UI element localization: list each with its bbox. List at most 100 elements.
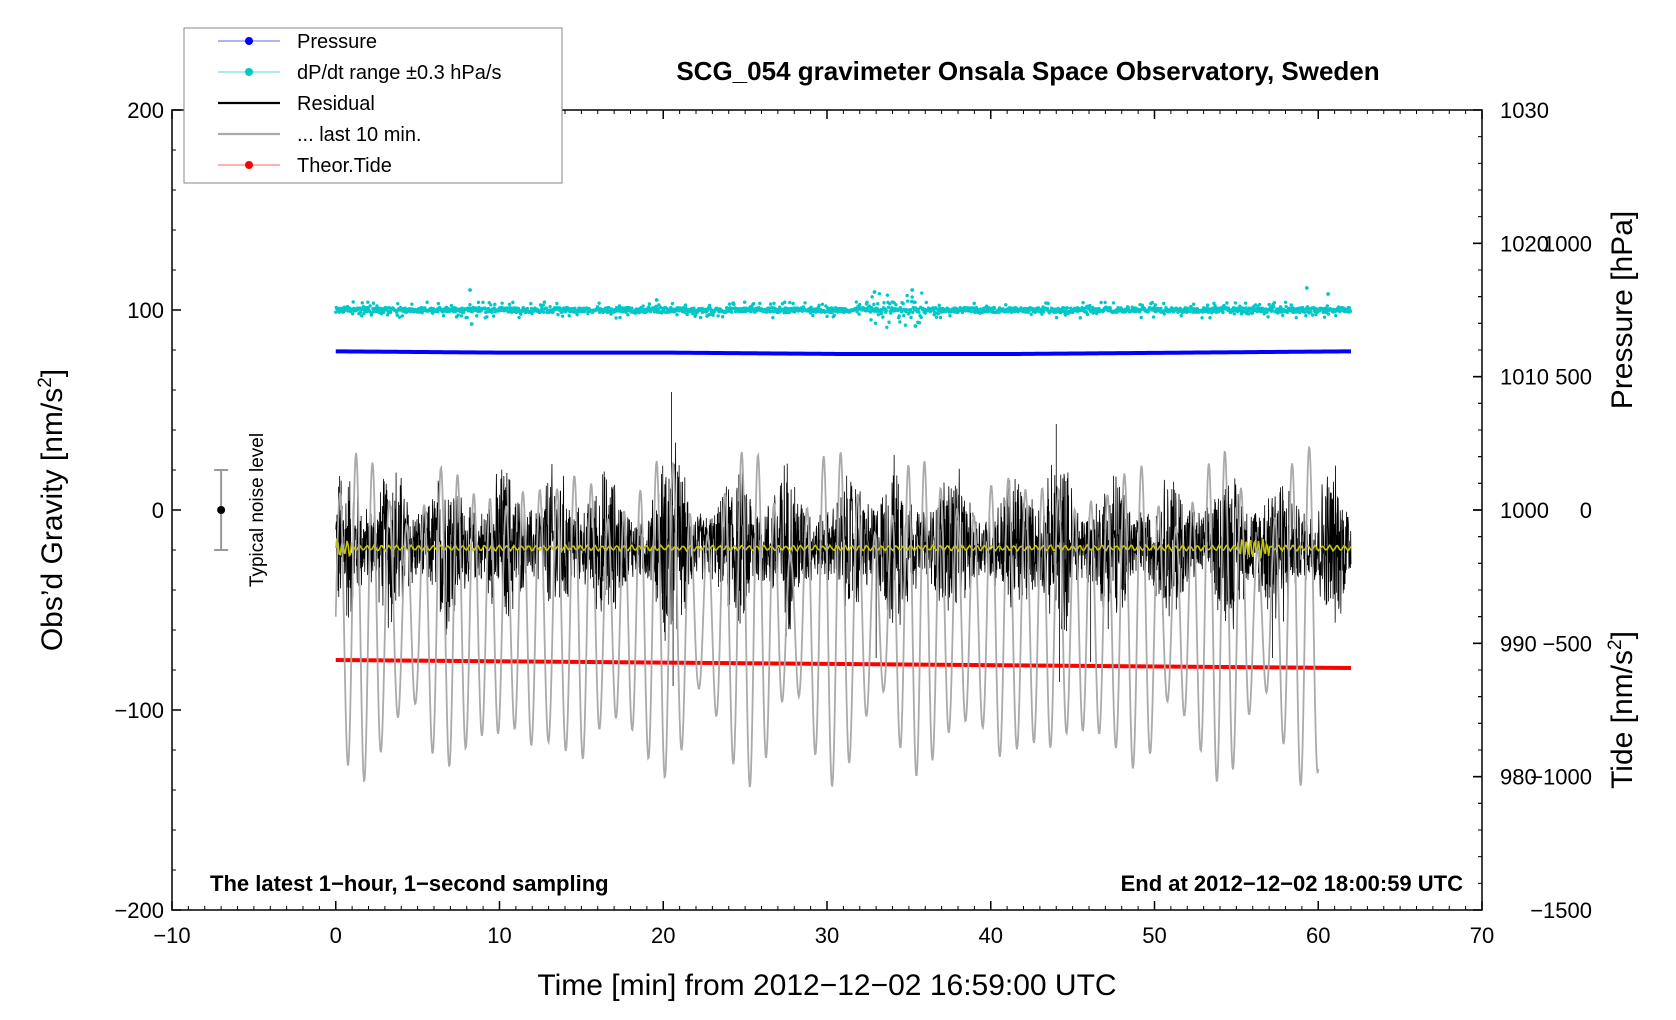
dpdt-point: [1029, 312, 1033, 316]
pressure-axis-label: Pressure [hPa]: [1606, 211, 1639, 409]
dpdt-point: [730, 310, 734, 314]
dpdt-point: [913, 300, 917, 304]
dpdt-point: [683, 310, 687, 314]
pressure-tick-label: 990: [1500, 631, 1537, 656]
dpdt-point: [1284, 304, 1288, 309]
dpdt-point: [896, 308, 900, 313]
dpdt-outlier: [872, 290, 877, 294]
y-tick-label: 200: [127, 98, 164, 123]
dpdt-point: [617, 304, 622, 308]
dpdt-point: [877, 291, 882, 296]
dpdt-point: [873, 321, 878, 326]
dpdt-point: [350, 312, 355, 316]
dpdt-point: [1211, 309, 1216, 313]
legend-marker: [245, 161, 253, 169]
dpdt-point: [742, 300, 747, 304]
dpdt-point: [1046, 301, 1050, 306]
dpdt-point: [368, 304, 372, 308]
dpdt-point: [1225, 301, 1229, 305]
dpdt-point: [911, 310, 915, 314]
dpdt-point: [360, 314, 364, 318]
dpdt-point: [489, 303, 493, 307]
dpdt-point: [1221, 310, 1225, 315]
dpdt-point: [1139, 315, 1143, 320]
dpdt-point: [820, 302, 825, 307]
tide-tick-label: 500: [1555, 365, 1592, 390]
dpdt-point: [788, 300, 792, 305]
dpdt-point: [1309, 310, 1313, 314]
dpdt-point: [937, 303, 941, 308]
dpdt-point: [936, 312, 940, 316]
dpdt-point: [771, 315, 775, 320]
dpdt-point: [1162, 312, 1167, 316]
dpdt-point: [507, 302, 512, 307]
dpdt-point: [1085, 312, 1090, 317]
dpdt-point: [1065, 306, 1069, 310]
chart-title: SCG_054 gravimeter Onsala Space Observat…: [676, 56, 1379, 86]
dpdt-point: [920, 291, 924, 295]
pressure-tick-label: 1010: [1500, 365, 1549, 390]
pressure-tick-label: 1030: [1500, 98, 1549, 123]
dpdt-outlier: [1304, 286, 1309, 290]
dpdt-point: [540, 306, 544, 311]
dpdt-point: [459, 314, 464, 318]
x-tick-label: −10: [153, 923, 190, 948]
dpdt-point: [1078, 316, 1082, 320]
dpdt-outlier: [1326, 292, 1330, 296]
y-axis-label: Obs’d Gravity [nm/s2]: [35, 369, 69, 651]
dpdt-point: [564, 309, 568, 313]
tide-tick-label: −500: [1542, 631, 1592, 656]
tide-tick-label: 1000: [1543, 231, 1592, 256]
dpdt-point: [1191, 302, 1196, 306]
dpdt-point: [1272, 305, 1276, 309]
tick-marks: [171, 109, 1483, 911]
y-tick-label: −100: [114, 698, 164, 723]
dpdt-point: [1088, 303, 1092, 308]
dpdt-point: [901, 301, 905, 306]
x-tick-label: 0: [330, 923, 342, 948]
dpdt-outlier: [654, 298, 659, 302]
dpdt-point: [436, 310, 440, 314]
dpdt-point: [456, 313, 460, 317]
dpdt-point: [1146, 309, 1151, 314]
dpdt-point: [758, 301, 762, 306]
dpdt-point: [992, 306, 997, 311]
dpdt-outlier: [469, 322, 474, 326]
x-tick-label: 40: [979, 923, 1003, 948]
dpdt-point: [1233, 301, 1238, 305]
dpdt-point: [897, 314, 901, 318]
dpdt-point: [1150, 300, 1155, 305]
dpdt-point: [1206, 303, 1210, 307]
dpdt-point: [1232, 312, 1236, 316]
series-dpdt: [334, 286, 1353, 329]
dpdt-point: [825, 314, 829, 319]
dpdt-point: [358, 310, 363, 315]
dpdt-point: [1289, 303, 1293, 307]
noise-centre-dot: [217, 506, 226, 514]
dpdt-point: [493, 302, 497, 307]
dpdt-point: [1244, 306, 1248, 310]
tide-tick-label: −1000: [1530, 765, 1592, 790]
legend-label: ... last 10 min.: [297, 124, 422, 146]
dpdt-point: [541, 303, 546, 307]
end-time-note: End at 2012−12−02 18:00:59 UTC: [1121, 871, 1464, 896]
dpdt-point: [675, 313, 679, 317]
dpdt-point: [791, 301, 795, 306]
dpdt-point: [1267, 302, 1271, 307]
noise-level-indicator: Typical noise level: [214, 433, 268, 587]
dpdt-point: [1062, 306, 1067, 310]
dpdt-point: [815, 309, 820, 314]
dpdt-point: [626, 313, 630, 317]
dpdt-point: [683, 303, 688, 307]
dpdt-point: [817, 303, 821, 308]
dpdt-point: [904, 308, 909, 312]
y-tick-label: 0: [152, 498, 164, 523]
dpdt-point: [475, 314, 479, 318]
dpdt-point: [1004, 303, 1008, 307]
dpdt-point: [1238, 304, 1242, 308]
dpdt-point: [919, 315, 923, 320]
dpdt-point: [854, 300, 859, 304]
dpdt-point: [1294, 315, 1298, 320]
dpdt-point: [917, 310, 921, 314]
dpdt-point: [938, 315, 943, 320]
